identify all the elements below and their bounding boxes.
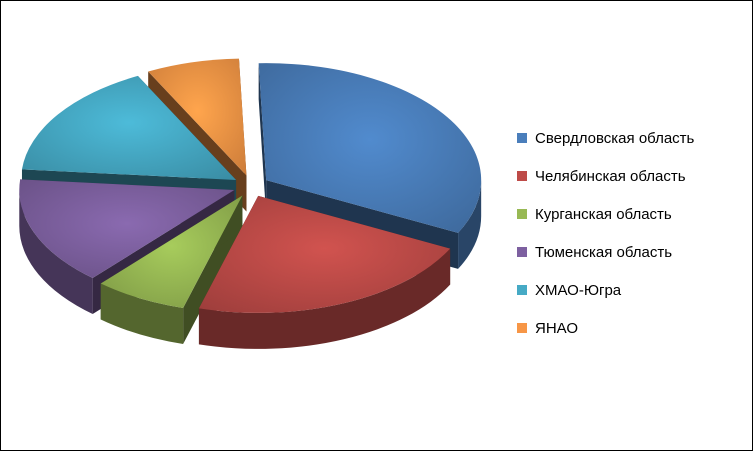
legend-swatch-1	[517, 171, 527, 181]
legend-item-2: Курганская область	[517, 195, 747, 233]
chart-legend: Свердловская область Челябинская область К…	[517, 119, 747, 347]
legend-swatch-5	[517, 323, 527, 333]
pie-slice-0-wall-0	[258, 63, 267, 217]
pie-slice-5-top	[148, 58, 247, 176]
pie-slice-0-top	[258, 63, 482, 233]
pie-slice-1	[198, 195, 451, 349]
legend-swatch-4	[517, 285, 527, 295]
legend-swatch-3	[517, 247, 527, 257]
pie-slice-2-edge-0	[100, 283, 184, 344]
legend-item-4: ХМАО-Югра	[517, 271, 747, 309]
pie-slice-2	[100, 195, 243, 344]
legend-swatch-0	[517, 133, 527, 143]
pie-slice-3-edge-0	[19, 190, 93, 315]
pie-slice-0-edge-0	[458, 180, 482, 269]
legend-item-3: Тюменская область	[517, 233, 747, 271]
legend-item-1: Челябинская область	[517, 157, 747, 195]
legend-item-5: ЯНАО	[517, 309, 747, 347]
legend-label-1: Челябинская область	[535, 167, 686, 185]
legend-label-3: Тюменская область	[535, 243, 673, 261]
legend-swatch-2	[517, 209, 527, 219]
pie-slice-4-top	[21, 75, 237, 180]
pie-slice-1-top	[198, 195, 451, 313]
legend-label-0: Свердловская область	[535, 129, 695, 147]
pie-slice-3-top	[19, 179, 235, 279]
pie-slice-2-top	[100, 195, 243, 308]
legend-item-0: Свердловская область	[517, 119, 747, 157]
legend-label-4: ХМАО-Югра	[535, 281, 622, 299]
legend-label-2: Курганская область	[535, 205, 672, 223]
pie-slice-1-edge-0	[198, 248, 451, 349]
legend-label-5: ЯНАО	[535, 319, 579, 337]
